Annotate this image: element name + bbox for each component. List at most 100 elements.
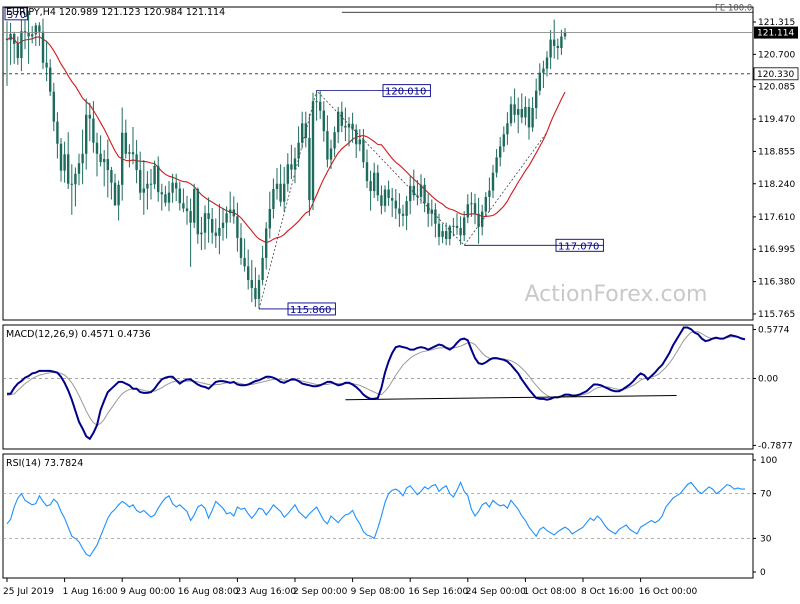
- candle-body: [167, 192, 171, 203]
- candle-body: [286, 164, 289, 184]
- annotation-label: 117.070: [558, 241, 599, 252]
- candle: [290, 144, 293, 180]
- candle-body: [538, 72, 541, 91]
- candle: [524, 96, 527, 126]
- time-tick-label: 16 Aug 08:00: [178, 587, 239, 597]
- candle-body: [556, 45, 559, 49]
- candle-body: [477, 213, 480, 227]
- candle-body: [297, 142, 300, 159]
- candle-body: [459, 227, 462, 236]
- candle: [398, 193, 401, 227]
- candle: [416, 180, 419, 206]
- candle-body: [31, 34, 34, 37]
- candle: [423, 177, 426, 213]
- candle: [286, 153, 289, 192]
- candle-body: [365, 162, 369, 182]
- candle: [13, 31, 16, 64]
- candle-body: [250, 280, 253, 288]
- candle: [315, 90, 318, 121]
- candle-body: [67, 154, 70, 184]
- candle-body: [488, 190, 491, 197]
- candle: [257, 274, 261, 309]
- candle: [182, 188, 185, 213]
- candle-body: [383, 189, 387, 206]
- candle: [95, 132, 99, 177]
- price-tick-label: 116.995: [758, 245, 795, 255]
- candle: [481, 204, 484, 236]
- candle: [484, 192, 487, 217]
- candle: [499, 136, 502, 167]
- candle-body: [41, 31, 45, 63]
- candle-body: [49, 67, 52, 92]
- candle-body: [131, 152, 135, 155]
- price-tick-label: 115.765: [758, 310, 795, 320]
- candle-body: [214, 232, 217, 236]
- candle-body: [243, 257, 246, 267]
- candle: [59, 137, 63, 182]
- candle: [5, 21, 9, 86]
- candle: [491, 164, 495, 198]
- candle-body: [326, 131, 329, 160]
- rsi-panel: [2, 453, 754, 579]
- candle-body: [225, 213, 228, 223]
- candle: [387, 180, 390, 206]
- price-panel: [2, 6, 754, 321]
- time-tick-label: 9 Sep 08:00: [351, 587, 406, 597]
- candle: [322, 101, 325, 142]
- candle-body: [466, 204, 469, 218]
- macd-panel: [2, 324, 754, 450]
- candle-body: [92, 118, 95, 143]
- candle: [9, 22, 12, 65]
- candle: [347, 116, 351, 147]
- candle: [488, 177, 491, 212]
- candle-body: [160, 192, 163, 195]
- price-tick-label: 118.855: [758, 147, 795, 157]
- candle-body: [9, 33, 12, 41]
- candle-body: [70, 183, 73, 185]
- macd-label: MACD(12,26,9) 0.4571 0.4736: [6, 329, 151, 340]
- candle-body: [563, 32, 567, 37]
- candle-body: [261, 257, 264, 281]
- candle: [221, 207, 225, 241]
- price-tick-label: 120.700: [758, 50, 795, 60]
- candle-body: [135, 154, 138, 171]
- time-tick-label: 9 Aug 00:00: [120, 587, 175, 597]
- candle-body: [20, 31, 23, 59]
- candle-body: [380, 195, 383, 206]
- candle-body: [149, 183, 153, 185]
- candle: [74, 167, 77, 207]
- candle: [538, 63, 541, 96]
- candle-body: [355, 129, 358, 145]
- candle-body: [95, 142, 99, 154]
- candle-body: [322, 110, 325, 132]
- candle-body: [427, 203, 430, 214]
- candle: [16, 36, 19, 65]
- candle: [85, 98, 88, 170]
- time-tick-label: 1 Aug 16:00: [63, 587, 118, 597]
- price-tick-label: 119.470: [758, 115, 795, 125]
- candle: [200, 216, 203, 251]
- candle: [293, 147, 297, 184]
- candle-body: [531, 108, 534, 128]
- candle-body: [23, 31, 27, 33]
- candle: [502, 126, 505, 153]
- candle-body: [121, 132, 124, 185]
- candle-body: [103, 159, 106, 163]
- candle-body: [535, 90, 538, 109]
- candle-body: [139, 170, 142, 193]
- symbol-header: EURJPY,H4 120.989 121.123 120.984 121.11…: [6, 7, 225, 18]
- candle: [545, 51, 549, 77]
- candle: [531, 96, 534, 132]
- candle-body: [13, 33, 16, 44]
- candle: [113, 173, 117, 206]
- candle: [45, 40, 48, 82]
- candle: [38, 22, 41, 46]
- candle-body: [445, 231, 448, 239]
- candle-body: [99, 153, 102, 163]
- candle: [441, 223, 444, 244]
- candle-body: [85, 114, 88, 154]
- candle-body: [221, 222, 225, 228]
- candle-body: [448, 226, 451, 239]
- candle-body: [232, 209, 235, 217]
